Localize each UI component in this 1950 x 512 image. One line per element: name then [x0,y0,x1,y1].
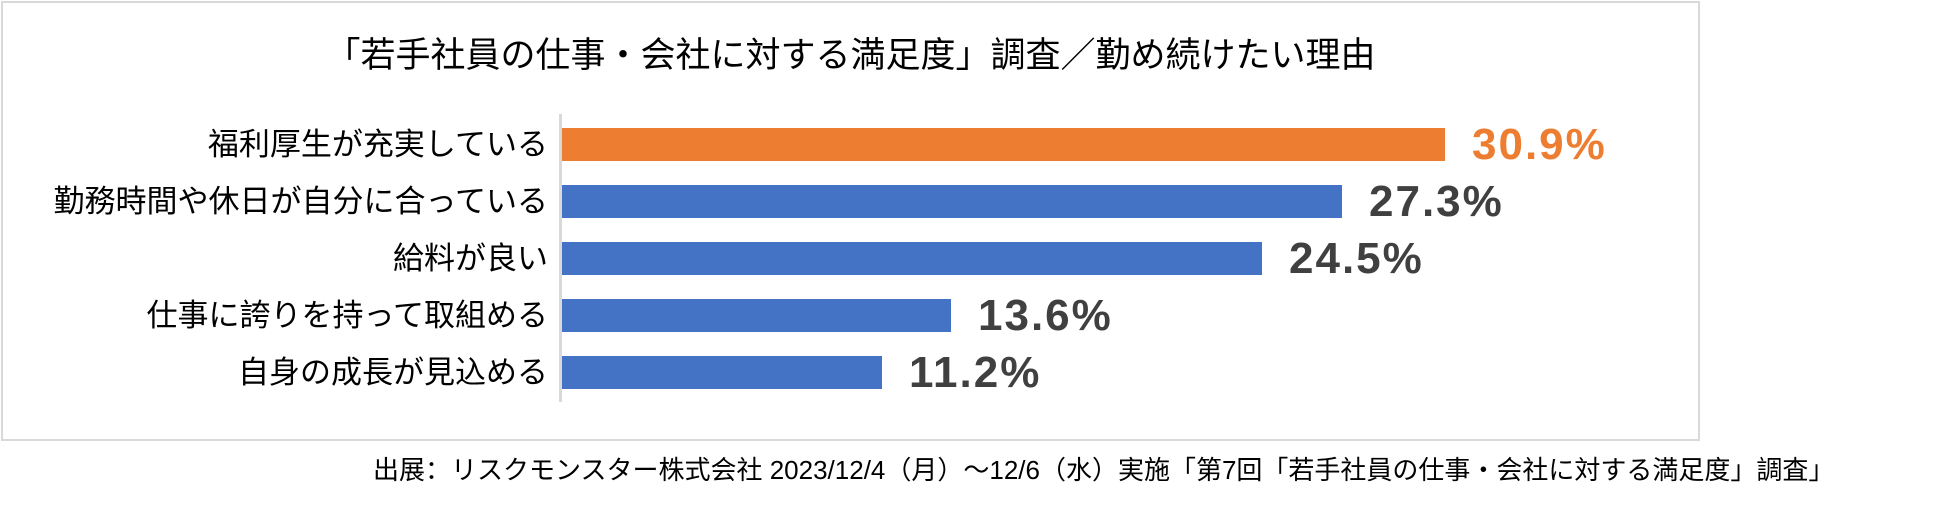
category-label: 勤務時間や休日が自分に合っている [53,184,548,219]
bar-hokori [562,299,951,332]
y-axis-line [559,114,562,402]
category-label: 自身の成長が見込める [238,355,548,390]
category-label: 仕事に誇りを持って取組める [146,298,548,333]
chart-title: 「若手社員の仕事・会社に対する満足度」調査／勤め続けたい理由 [325,36,1376,75]
source-caption: 出展：リスクモンスター株式会社 2023/12/4（月）～12/6（水）実施「第… [373,455,1835,485]
value-label: 30.9% [1472,120,1607,169]
bar-kinmu-jikan [562,185,1342,218]
bar-row: 給料が良い 24.5% [3,230,1698,287]
bar-row: 仕事に誇りを持って取組める 13.6% [3,287,1698,344]
value-label: 13.6% [978,291,1113,340]
bar-fukuri-kousei [562,128,1445,161]
bar-row: 福利厚生が充実している 30.9% [3,116,1698,173]
category-label: 福利厚生が充実している [207,127,548,162]
chart-panel: 「若手社員の仕事・会社に対する満足度」調査／勤め続けたい理由 福利厚生が充実して… [1,1,1700,441]
bar-kyuryo [562,242,1262,275]
bar-seichou [562,356,882,389]
bar-row: 勤務時間や休日が自分に合っている 27.3% [3,173,1698,230]
value-label: 24.5% [1289,234,1424,283]
value-label: 11.2% [909,348,1042,397]
value-label: 27.3% [1369,177,1504,226]
category-label: 給料が良い [393,241,548,276]
plot-area: 福利厚生が充実している 30.9% 勤務時間や休日が自分に合っている 27.3%… [3,116,1698,401]
bar-row: 自身の成長が見込める 11.2% [3,344,1698,401]
